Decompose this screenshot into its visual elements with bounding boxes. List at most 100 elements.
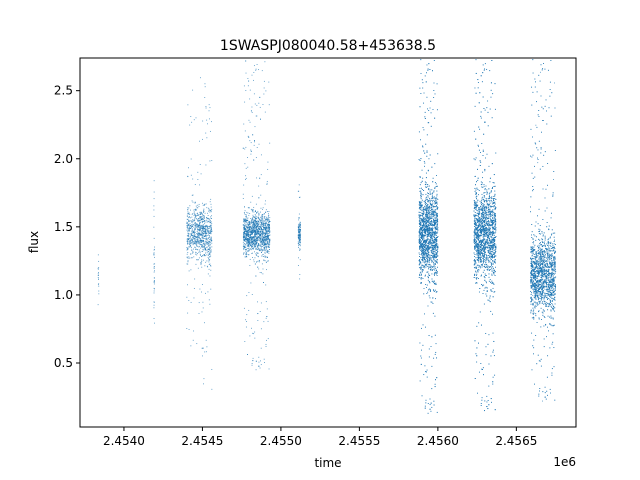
data-point <box>253 221 255 223</box>
data-point <box>252 243 254 245</box>
data-point <box>249 231 251 233</box>
data-point <box>207 255 209 256</box>
data-point <box>262 220 264 222</box>
data-point <box>298 234 300 236</box>
data-point <box>425 217 426 219</box>
data-point <box>210 239 212 241</box>
data-point <box>187 248 189 250</box>
data-point <box>248 227 250 229</box>
data-point <box>195 237 197 239</box>
data-point <box>252 248 254 249</box>
data-point <box>193 211 195 213</box>
data-point <box>201 256 203 258</box>
data-point <box>200 218 202 220</box>
data-point <box>196 259 197 261</box>
data-point <box>436 411 438 413</box>
data-point <box>424 75 426 77</box>
data-point <box>250 225 252 227</box>
data-point <box>246 248 248 249</box>
data-point <box>205 244 206 246</box>
data-point <box>201 240 203 241</box>
data-point <box>298 257 299 259</box>
data-point <box>266 184 268 185</box>
data-point <box>423 251 425 253</box>
data-point <box>427 108 429 110</box>
data-point <box>250 239 252 241</box>
data-point <box>208 253 210 255</box>
data-point <box>196 238 198 240</box>
data-point <box>199 216 201 218</box>
data-point <box>256 237 257 239</box>
data-point <box>243 240 245 242</box>
data-point <box>190 253 191 255</box>
data-point <box>195 209 196 211</box>
data-point <box>255 228 257 230</box>
data-point <box>258 268 260 270</box>
data-point <box>188 300 190 302</box>
data-point <box>269 239 271 241</box>
data-point <box>256 243 258 245</box>
data-point <box>153 287 155 289</box>
data-point <box>432 214 434 216</box>
data-point <box>254 234 256 236</box>
data-point <box>259 237 261 239</box>
data-point <box>298 237 300 239</box>
data-point <box>254 246 256 248</box>
data-point <box>422 244 424 246</box>
data-point <box>188 212 190 214</box>
data-point <box>208 237 210 239</box>
data-point <box>209 220 211 222</box>
data-point <box>435 343 437 345</box>
data-point <box>424 233 426 235</box>
data-point <box>421 187 422 189</box>
data-point <box>197 230 199 232</box>
data-point <box>253 227 255 228</box>
data-point <box>265 227 267 229</box>
data-point <box>299 231 301 233</box>
data-point <box>253 231 255 233</box>
data-point <box>423 92 425 94</box>
data-point <box>193 224 194 226</box>
data-point <box>254 239 256 241</box>
data-point <box>193 235 195 236</box>
data-point <box>268 237 269 239</box>
data-point <box>422 244 423 246</box>
data-point <box>245 246 247 248</box>
data-point <box>269 238 271 240</box>
data-point <box>203 204 205 206</box>
data-point <box>297 265 299 266</box>
data-point <box>186 263 188 265</box>
data-point <box>256 253 258 255</box>
data-point <box>425 209 426 211</box>
data-point <box>419 342 421 344</box>
data-point <box>257 246 259 247</box>
data-point <box>245 229 246 231</box>
data-point <box>251 227 253 229</box>
data-point <box>199 230 201 232</box>
data-point <box>247 242 249 243</box>
data-point <box>189 241 191 243</box>
data-point <box>187 261 189 263</box>
data-point <box>300 225 301 227</box>
data-point <box>153 304 155 306</box>
data-point <box>191 257 193 259</box>
data-point <box>209 232 211 233</box>
data-point <box>247 224 249 226</box>
data-point <box>297 235 299 236</box>
data-point <box>201 219 203 221</box>
data-point <box>209 233 211 235</box>
data-point <box>198 236 199 238</box>
data-point <box>250 149 252 151</box>
data-point <box>259 177 261 179</box>
data-point <box>420 278 422 280</box>
data-point <box>207 249 209 251</box>
data-point <box>201 260 203 262</box>
data-point <box>249 235 251 237</box>
data-point <box>259 238 261 240</box>
data-point <box>428 199 430 201</box>
data-point <box>188 219 190 221</box>
data-point <box>437 251 438 253</box>
data-point <box>268 231 270 233</box>
data-point <box>243 245 245 247</box>
data-point <box>243 234 244 235</box>
